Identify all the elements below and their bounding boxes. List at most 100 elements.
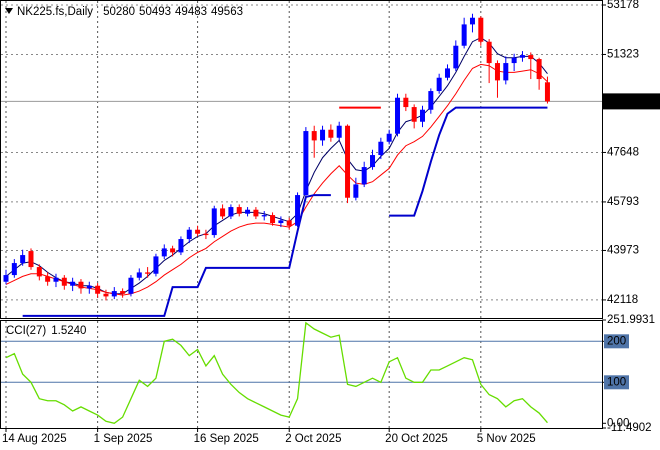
candle-body <box>245 209 251 214</box>
candle-body <box>203 233 209 236</box>
candle-body <box>511 57 517 64</box>
y-tick-label: 200 <box>607 335 626 347</box>
candle-body <box>145 272 151 274</box>
y-tick-label: 45793 <box>607 196 639 208</box>
y-tick-label: 0.00 <box>607 417 629 429</box>
candle-body <box>36 267 42 277</box>
candle-body <box>103 293 109 297</box>
price-panel-frame <box>0 0 603 319</box>
candle-body <box>345 125 351 198</box>
candle-body <box>161 248 167 257</box>
level-label-box <box>604 375 629 390</box>
candle-body <box>453 45 459 69</box>
candle-body <box>270 215 276 224</box>
candle-body <box>3 275 9 282</box>
candle-body <box>86 285 92 289</box>
x-tick-label: 20 Oct 2025 <box>385 433 448 445</box>
y-tick-label: 47648 <box>607 146 639 158</box>
candle-body <box>386 133 392 142</box>
candle-body <box>136 272 142 278</box>
candle-body <box>428 91 434 110</box>
candle-body <box>95 285 101 294</box>
candle-body <box>120 291 126 294</box>
candle-body <box>378 141 384 156</box>
candle-body <box>45 276 51 282</box>
candle-body <box>236 207 242 214</box>
candle-body <box>444 68 450 78</box>
current-price-label: 49563 <box>607 95 639 107</box>
cci-line <box>5 321 548 424</box>
y-tick-label: 51323 <box>607 48 639 60</box>
indicator-line <box>22 106 548 317</box>
candle-body <box>336 125 342 138</box>
candle-body <box>261 215 267 217</box>
cci-header: CCI(27) 1.5240 <box>6 325 86 337</box>
candle-body <box>320 129 326 141</box>
candle-body <box>353 184 359 198</box>
candle-body <box>370 155 376 168</box>
candle-body <box>153 256 159 274</box>
candle-body <box>403 97 409 108</box>
candle-body <box>278 220 284 224</box>
candle-body <box>469 17 475 25</box>
candle-body <box>253 209 259 217</box>
candle-body <box>436 77 442 92</box>
candle-body <box>228 207 234 217</box>
x-tick-label: 16 Sep 2025 <box>194 433 259 445</box>
level-label-box <box>604 334 629 349</box>
candle-body <box>20 255 26 264</box>
candle-body <box>486 41 492 64</box>
candle-body <box>536 59 542 80</box>
candle-body <box>494 63 500 81</box>
candle-body <box>186 229 192 240</box>
candle-body <box>220 208 226 217</box>
candle-body <box>461 24 467 46</box>
header-title: NK225.fs,Daily <box>17 6 93 18</box>
y-tick-label: 43973 <box>607 244 639 256</box>
candle-body <box>411 107 417 122</box>
candle-body <box>28 251 34 268</box>
candle-body <box>170 248 176 253</box>
header-arrow <box>5 8 13 14</box>
header-open: 50280 <box>103 6 135 18</box>
y-tick-label: 251.9931 <box>607 314 655 326</box>
candle-body <box>111 291 117 297</box>
candle-body <box>61 277 67 286</box>
candle-body <box>503 63 509 81</box>
candle-body <box>286 220 292 226</box>
candle-body <box>178 239 184 253</box>
candle-body <box>53 277 59 282</box>
candle-body <box>328 129 334 138</box>
candle-body <box>70 281 76 286</box>
header-low: 49483 <box>175 6 207 18</box>
y-tick-label: 53178 <box>607 0 639 11</box>
candle-body <box>11 263 17 276</box>
candle-body <box>311 131 317 141</box>
cci-value: 1.5240 <box>51 325 86 337</box>
x-tick-label: 1 Sep 2025 <box>94 433 153 445</box>
current-price-box <box>603 93 660 110</box>
header-high: 50493 <box>139 6 171 18</box>
x-tick-label: 2 Oct 2025 <box>285 433 341 445</box>
candle-body <box>211 208 217 236</box>
candle-body <box>528 55 534 60</box>
x-tick-label: 5 Nov 2025 <box>477 433 536 445</box>
candle-body <box>420 109 425 122</box>
cci-title: CCI(27) <box>6 325 46 337</box>
header-close: 49563 <box>211 6 243 18</box>
candle-body <box>395 97 401 134</box>
candle-body <box>128 277 134 294</box>
candle-body <box>544 82 550 102</box>
candle-body <box>478 17 484 42</box>
candle-body <box>303 131 309 196</box>
candle-body <box>361 167 367 185</box>
y-tick-label: 42118 <box>607 294 638 306</box>
candle-body <box>519 55 525 58</box>
price-header: NK225.fs,Daily 50280 50493 49483 49563 <box>17 6 243 18</box>
y-tick-label: 100 <box>607 376 626 388</box>
y-tick-label: -11.4902 <box>607 422 652 434</box>
x-tick-label: 14 Aug 2025 <box>2 433 67 445</box>
